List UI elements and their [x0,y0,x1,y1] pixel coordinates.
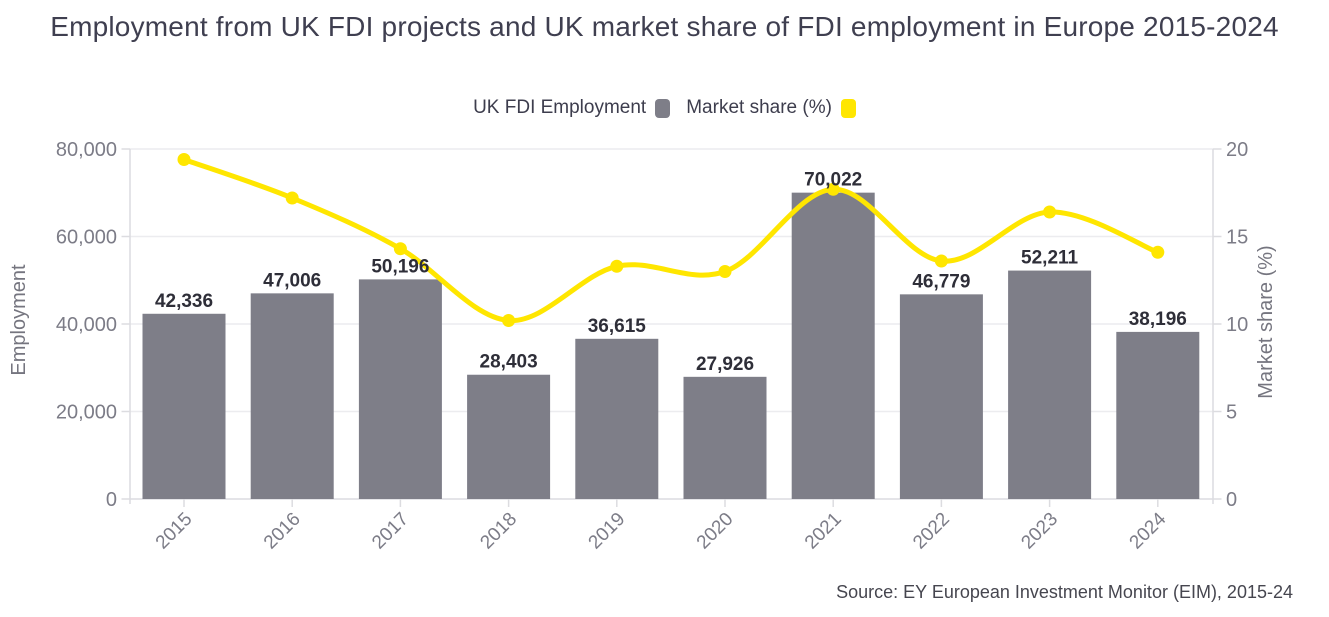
bar-2017[interactable] [358,279,442,499]
right-axis-tick-label: 0 [1226,489,1237,511]
line-point-2017[interactable] [393,242,407,256]
legend-item-uk-fdi-employment[interactable]: UK FDI Employment [473,97,671,119]
line-point-2023[interactable] [1043,205,1057,219]
legend-swatch-bar-icon [655,98,671,118]
bar-2019[interactable] [575,338,659,499]
line-point-2019[interactable] [610,259,624,273]
chart-title: Employment from UK FDI projects and UK m… [50,11,1279,42]
left-axis-tick-label: 20,000 [56,402,117,424]
bar-data-label-2022: 46,779 [912,271,970,292]
bar-2015[interactable] [142,313,226,499]
market-share-line [181,157,1161,324]
bar-2016[interactable] [250,293,334,499]
left-axis-tick-label: 0 [106,489,117,511]
line-point-2015[interactable] [177,153,191,166]
bar-2020[interactable] [683,376,767,499]
legend: UK FDI Employment Market share (%) [0,94,1329,122]
x-axis-label-2018: 2018 [476,509,521,554]
bar-data-label-2020: 27,926 [696,354,754,375]
bar-data-label-2018: 28,403 [480,352,538,373]
bar-data-label-2024: 38,196 [1129,309,1187,330]
bar-data-label-2019: 36,615 [588,316,647,337]
left-axis-tick-label: 60,000 [56,227,117,249]
x-axis-label-2023: 2023 [1017,509,1062,554]
line-point-2016[interactable] [285,191,299,205]
legend-label-market-share: Market share (%) [686,97,832,118]
bar-2021[interactable] [791,192,875,499]
right-axis-title: Market share (%) [1255,245,1277,398]
bar-2023[interactable] [1008,270,1092,499]
right-axis-tick-label: 15 [1226,227,1248,249]
x-axis-label-2024: 2024 [1126,508,1171,553]
plot-svg: Employment Market share (%) 0 0 20,000 5 40,… [8,139,1277,554]
line-point-2024[interactable] [1151,245,1165,259]
line-point-2022[interactable] [934,254,948,268]
right-axis-tick-label: 10 [1226,314,1248,336]
right-axis-tick-label: 5 [1226,402,1237,424]
bar-data-label-2023: 52,211 [1021,248,1078,269]
bar-data-label-2016: 47,006 [263,270,321,291]
x-axis-label-2020: 2020 [693,509,738,554]
line-point-2018[interactable] [502,314,516,327]
x-axis-label-2022: 2022 [909,509,954,554]
legend-item-market-share[interactable]: Market share (%) [686,97,856,119]
bar-data-label-2017: 50,196 [371,256,429,277]
x-axis-label-2016: 2016 [260,509,305,554]
bar-data-label-2021: 70,022 [804,170,862,191]
left-axis-tick-label: 40,000 [56,314,117,336]
line-point-2021[interactable] [826,182,840,196]
right-axis-tick-label: 20 [1226,139,1248,161]
legend-label-uk-fdi-employment: UK FDI Employment [473,97,647,118]
bar-2024[interactable] [1116,331,1200,499]
source-note: Source: EY European Investment Monitor (… [836,582,1293,602]
left-axis-title: Employment [8,264,30,376]
line-point-2020[interactable] [718,265,732,278]
x-axis-label-2019: 2019 [585,509,630,554]
x-axis-label-2015: 2015 [152,509,197,554]
bar-2022[interactable] [899,294,983,499]
bar-data-label-2015: 42,336 [155,291,213,312]
x-axis-label-2017: 2017 [368,509,413,554]
legend-swatch-line-icon [840,98,856,118]
left-axis-tick-label: 80,000 [56,139,117,161]
x-axis-label-2021: 2021 [801,509,846,554]
bar-2018[interactable] [467,374,551,499]
